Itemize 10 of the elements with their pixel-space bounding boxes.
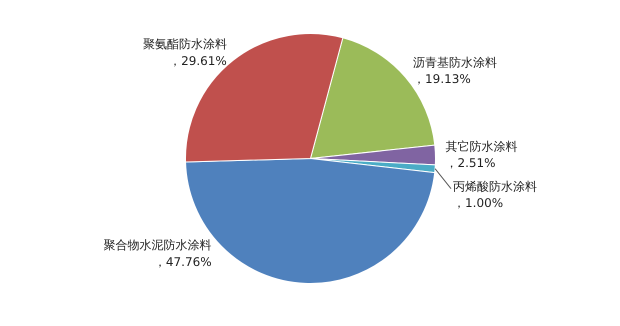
- slice-label: 聚合物水泥防水涂料: [104, 238, 212, 252]
- slice-label: 丙烯酸防水涂料: [453, 179, 538, 194]
- data-label: ，47.76%: [154, 254, 212, 269]
- data-label: ，2.51%: [445, 156, 496, 170]
- slice-label: 其它防水涂料: [445, 139, 518, 154]
- data-label: ，19.13%: [413, 72, 471, 86]
- data-label: ，1.00%: [453, 196, 504, 210]
- slice-label: 聚氨酯防水涂料: [142, 37, 227, 52]
- data-label: ，29.61%: [169, 54, 227, 68]
- slice-label: 沥青基防水涂料: [413, 55, 498, 70]
